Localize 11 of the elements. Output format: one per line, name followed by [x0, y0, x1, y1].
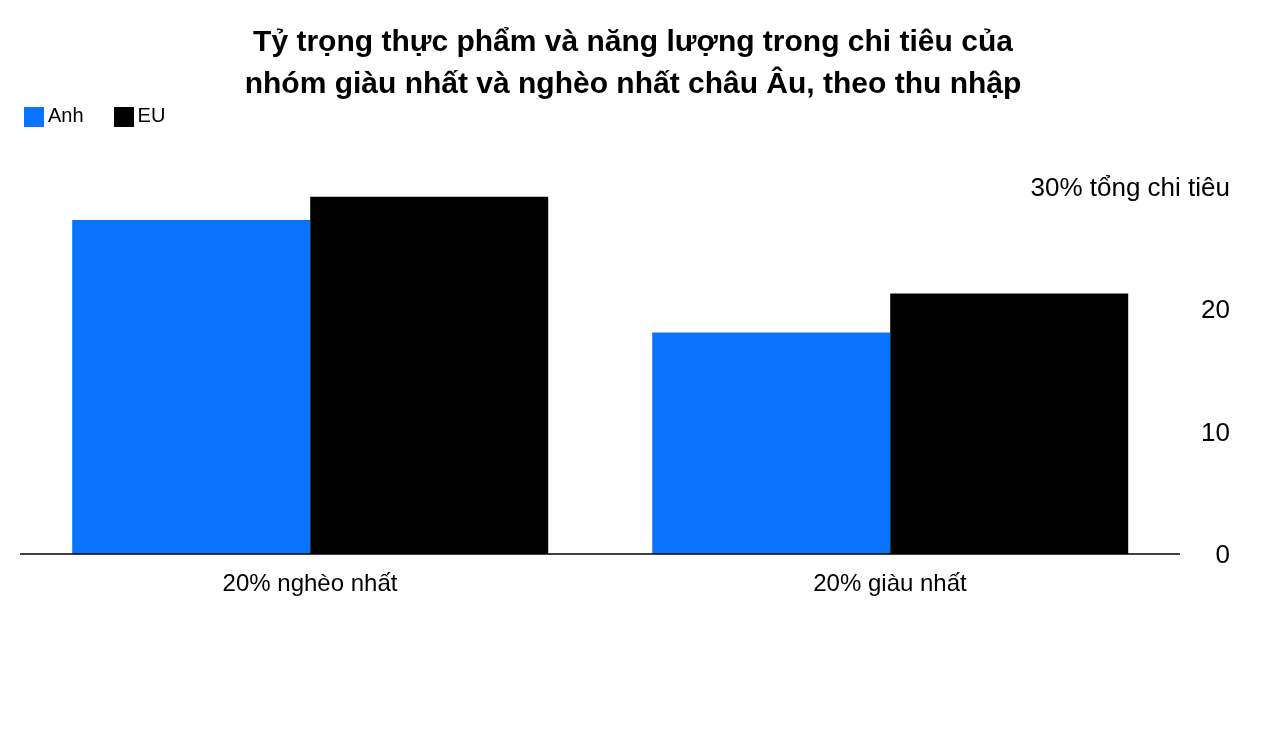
bar — [652, 332, 891, 554]
y-tick-label: 10 — [1201, 416, 1230, 447]
y-tick-label: 0 — [1215, 539, 1230, 570]
legend-label: EU — [137, 104, 166, 126]
bar — [72, 220, 311, 554]
chart-title: Tỷ trọng thực phẩm và năng lượng trong chi tiêu của nhóm giàu nhất và nghèo nhất châu Âu, theo thu nhập — [243, 23, 1023, 101]
x-tick-label: 20% giàu nhất — [813, 569, 968, 597]
y-tick-label: 30% tổng chi tiêu — [1030, 172, 1230, 203]
x-tick-label: 20% nghèo nhất — [222, 569, 398, 597]
y-tick-label: 20 — [1201, 294, 1230, 325]
legend-label: Anh — [48, 104, 84, 126]
